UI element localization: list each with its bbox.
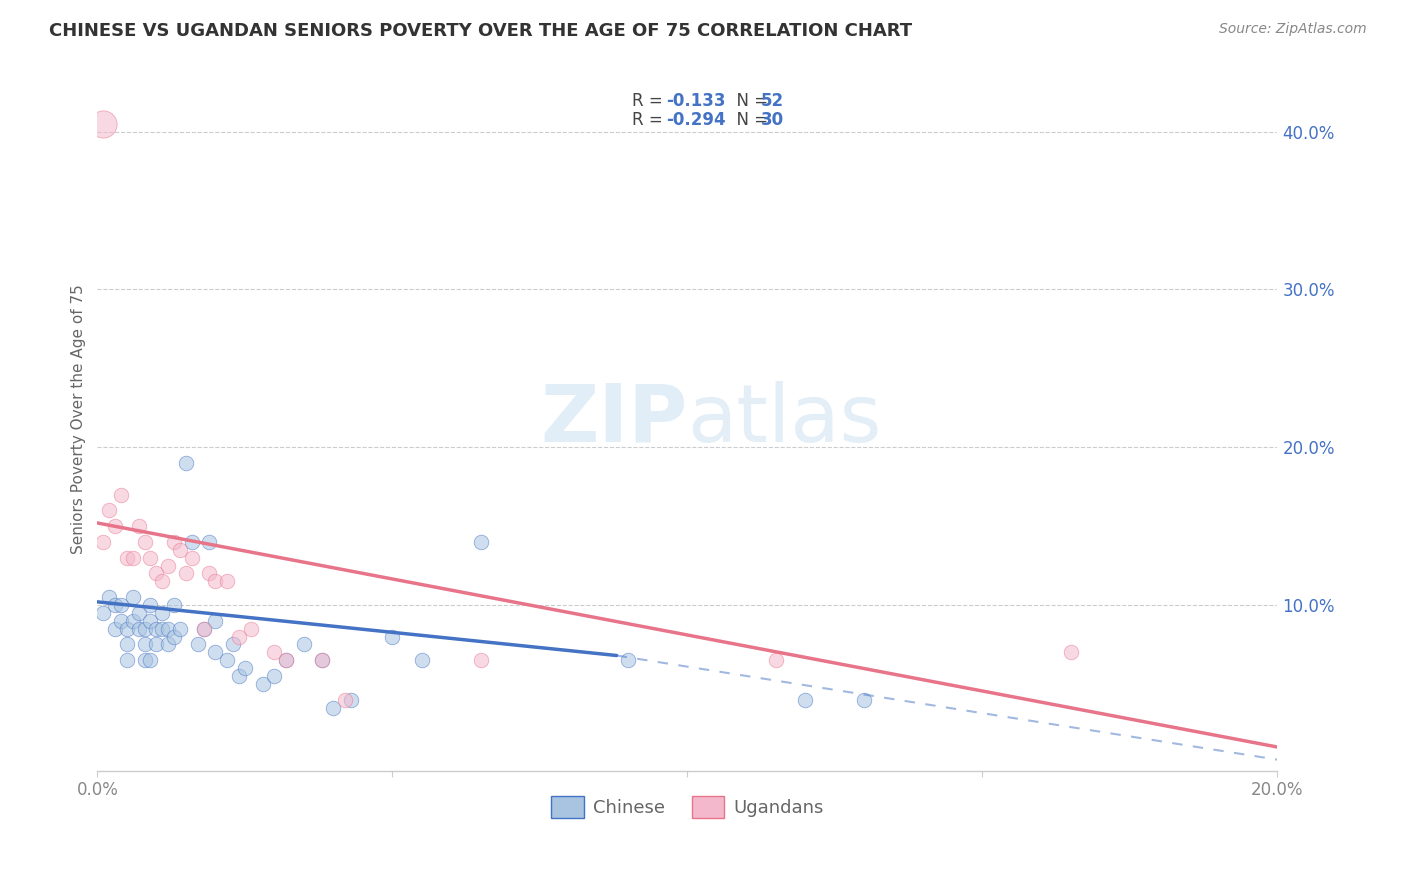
Point	[311, 653, 333, 667]
Point	[252, 677, 274, 691]
Text: N =: N =	[727, 92, 773, 110]
Point	[411, 653, 433, 667]
Point	[233, 661, 256, 675]
Point	[163, 598, 186, 612]
Point	[104, 622, 127, 636]
Point	[157, 558, 180, 573]
Point	[145, 637, 167, 651]
Point	[145, 622, 167, 636]
Point	[322, 700, 344, 714]
Text: -0.133: -0.133	[666, 92, 725, 110]
Point	[193, 622, 215, 636]
Text: atlas: atlas	[688, 381, 882, 458]
Point	[311, 653, 333, 667]
Point	[115, 550, 138, 565]
Point	[340, 692, 363, 706]
Point	[121, 550, 143, 565]
Point	[91, 606, 114, 620]
Point	[157, 637, 180, 651]
Point	[145, 566, 167, 581]
Point	[121, 590, 143, 604]
Point	[169, 542, 191, 557]
Point	[187, 637, 209, 651]
Point	[470, 535, 492, 549]
Point	[180, 535, 202, 549]
Point	[98, 590, 121, 604]
Point	[204, 645, 226, 659]
Point	[174, 456, 197, 470]
Point	[91, 535, 114, 549]
Point	[139, 614, 162, 628]
Text: 52: 52	[761, 92, 783, 110]
Point	[470, 653, 492, 667]
Point	[134, 637, 156, 651]
Text: Source: ZipAtlas.com: Source: ZipAtlas.com	[1219, 22, 1367, 37]
Point	[139, 550, 162, 565]
Point	[157, 622, 180, 636]
Point	[121, 614, 143, 628]
Point	[198, 566, 221, 581]
Text: CHINESE VS UGANDAN SENIORS POVERTY OVER THE AGE OF 75 CORRELATION CHART: CHINESE VS UGANDAN SENIORS POVERTY OVER …	[49, 22, 912, 40]
Point	[150, 574, 173, 589]
Point	[163, 630, 186, 644]
Text: 30: 30	[761, 111, 783, 128]
Point	[853, 692, 876, 706]
Point	[128, 622, 150, 636]
Point	[193, 622, 215, 636]
Point	[276, 653, 298, 667]
Point	[115, 622, 138, 636]
Point	[239, 622, 262, 636]
Point	[765, 653, 787, 667]
Point	[204, 614, 226, 628]
Point	[98, 503, 121, 517]
Point	[198, 535, 221, 549]
Point	[110, 614, 132, 628]
Text: R =: R =	[631, 111, 673, 128]
Point	[381, 630, 404, 644]
Point	[276, 653, 298, 667]
Point	[150, 622, 173, 636]
Point	[263, 669, 285, 683]
Point	[222, 637, 245, 651]
Point	[263, 645, 285, 659]
Point	[115, 653, 138, 667]
Point	[134, 653, 156, 667]
Point	[104, 598, 127, 612]
Point	[104, 519, 127, 533]
Text: N =: N =	[727, 111, 773, 128]
Text: -0.294: -0.294	[666, 111, 725, 128]
Point	[128, 519, 150, 533]
Point	[139, 653, 162, 667]
Point	[134, 535, 156, 549]
Point	[333, 692, 356, 706]
Point	[217, 653, 239, 667]
Point	[110, 487, 132, 501]
Point	[228, 669, 250, 683]
Point	[91, 117, 114, 131]
Text: R =: R =	[631, 92, 673, 110]
Point	[217, 574, 239, 589]
Point	[292, 637, 315, 651]
Point	[794, 692, 817, 706]
Point	[169, 622, 191, 636]
Point	[204, 574, 226, 589]
Point	[174, 566, 197, 581]
Point	[134, 622, 156, 636]
Point	[110, 598, 132, 612]
Point	[139, 598, 162, 612]
Point	[228, 630, 250, 644]
Point	[128, 606, 150, 620]
Point	[1060, 645, 1083, 659]
Point	[150, 606, 173, 620]
Text: ZIP: ZIP	[540, 381, 688, 458]
Y-axis label: Seniors Poverty Over the Age of 75: Seniors Poverty Over the Age of 75	[72, 285, 86, 555]
Point	[180, 550, 202, 565]
Point	[163, 535, 186, 549]
Legend: Chinese, Ugandans: Chinese, Ugandans	[544, 789, 831, 825]
Point	[617, 653, 640, 667]
Point	[115, 637, 138, 651]
